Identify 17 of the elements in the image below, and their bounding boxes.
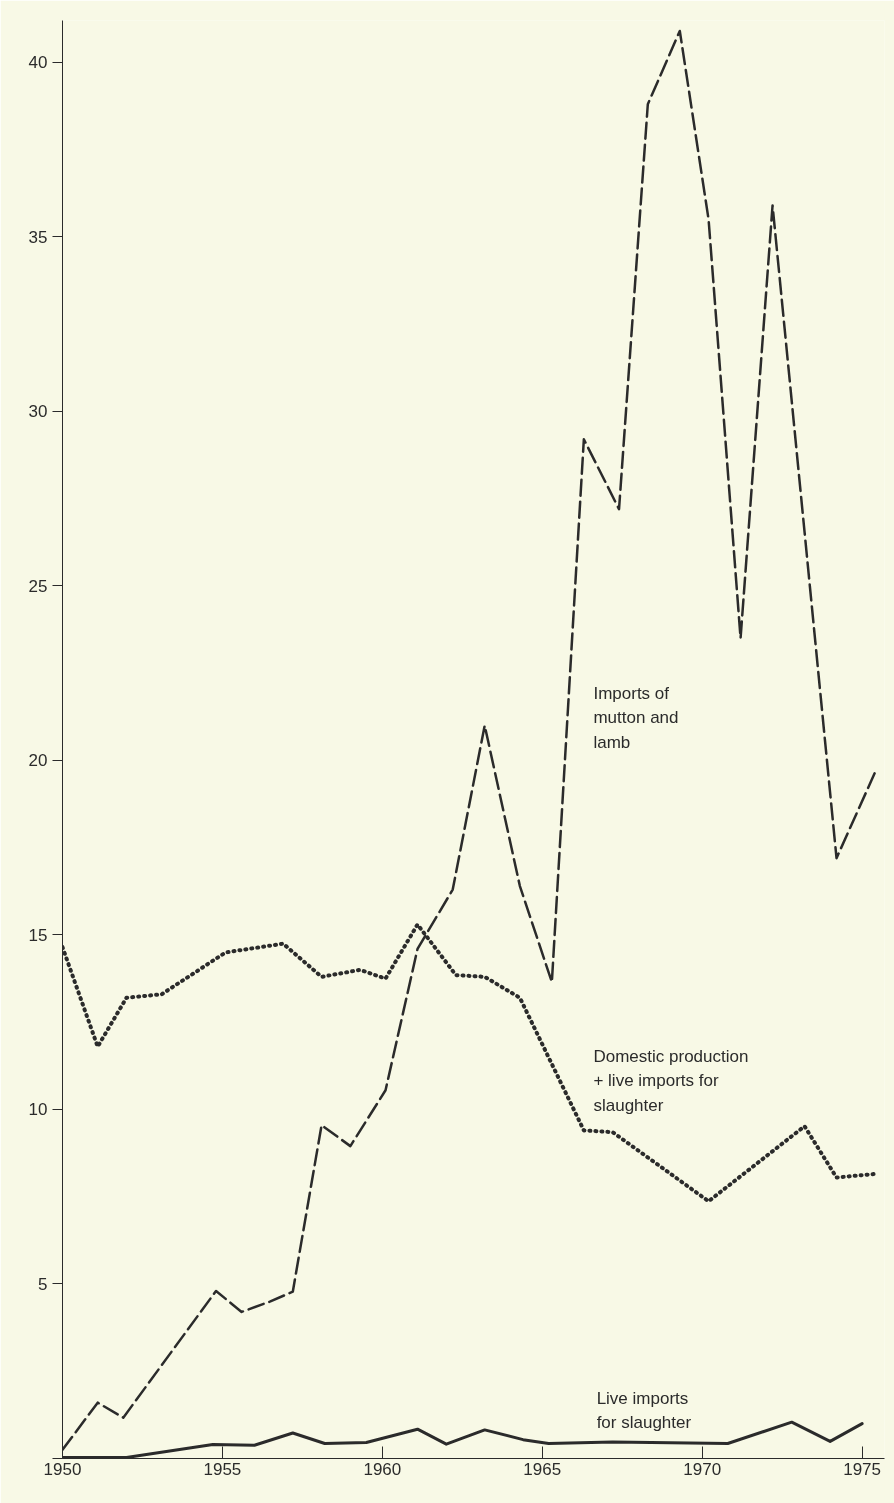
x-tick-label: 1955	[203, 1459, 242, 1479]
x-tick-label: 1950	[43, 1459, 82, 1479]
y-tick-label: 40	[28, 53, 48, 73]
y-tick-label: 35	[28, 227, 48, 247]
series-label: Live imports for slaughter	[596, 1388, 692, 1433]
y-tick-label: 5	[38, 1274, 48, 1294]
series-label: Domestic production + live imports for slaughter	[593, 1046, 749, 1116]
y-tick-label: 10	[28, 1100, 48, 1120]
y-tick-label: 25	[28, 576, 48, 596]
y-tick-label: 15	[28, 925, 48, 945]
y-tick-label: 20	[28, 751, 48, 771]
series-label: Imports of mutton and lamb	[593, 683, 679, 753]
x-tick-label: 1975	[843, 1459, 882, 1479]
x-tick-label: 1970	[683, 1459, 722, 1479]
y-tick-label: 30	[28, 402, 48, 422]
x-tick-label: 1960	[363, 1459, 402, 1479]
x-tick-label: 1965	[523, 1459, 562, 1479]
